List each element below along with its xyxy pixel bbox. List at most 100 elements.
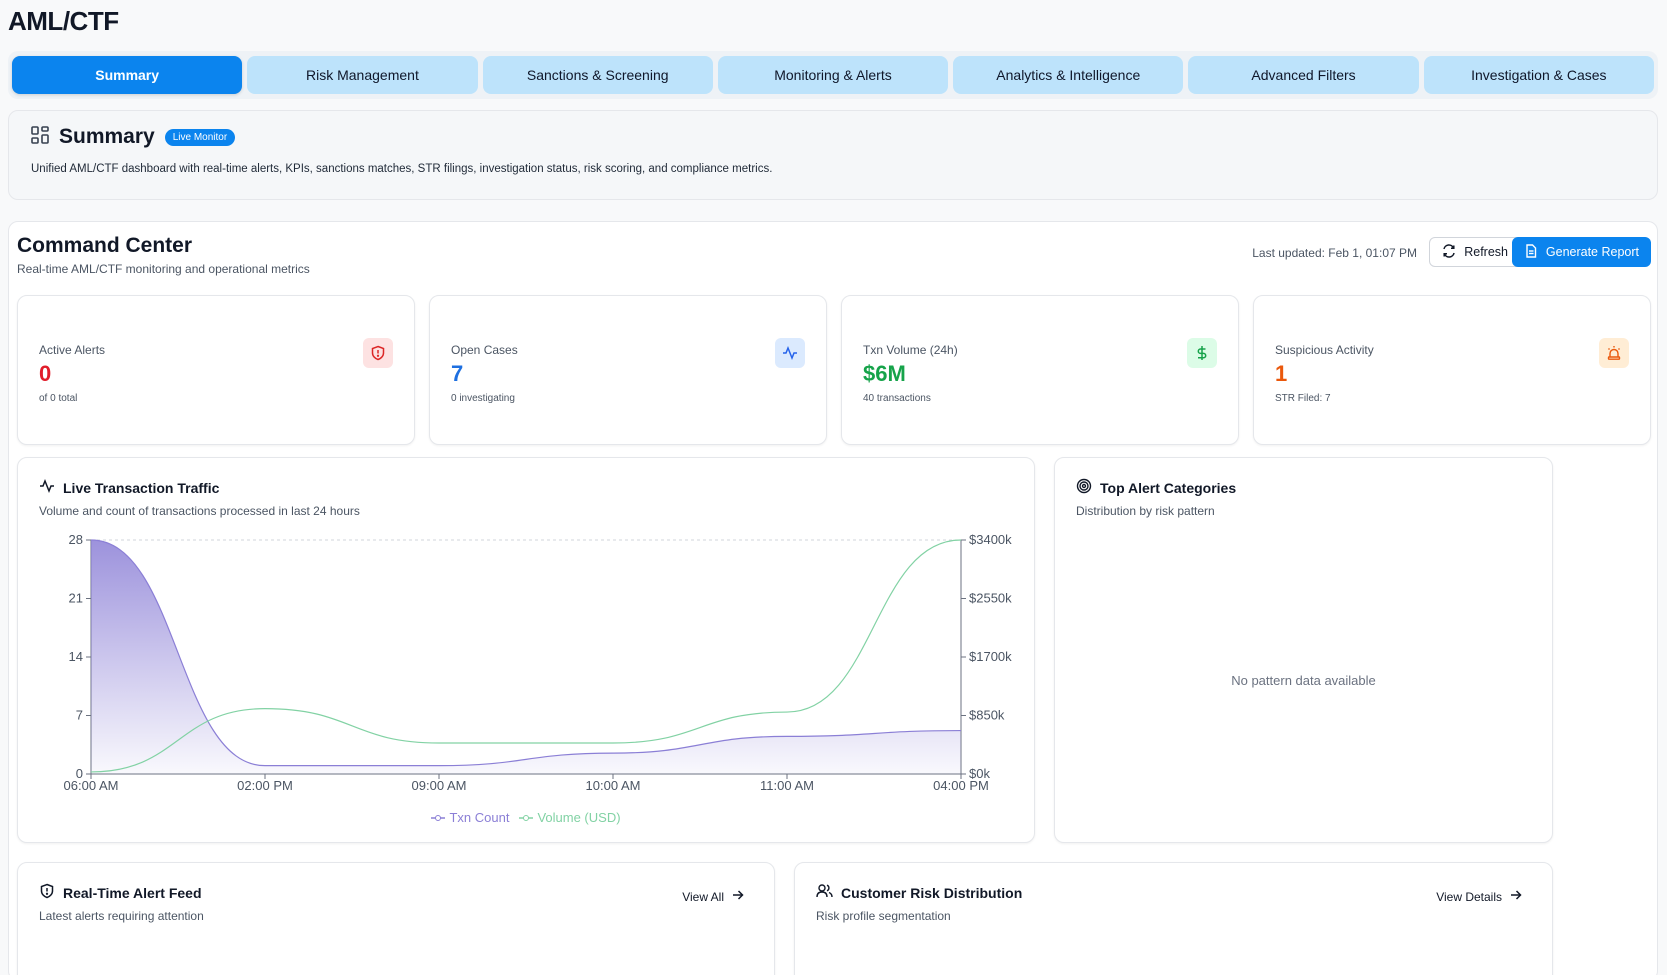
users-icon [816, 883, 833, 902]
kpi-label: Suspicious Activity [1275, 343, 1374, 357]
traffic-title-text: Live Transaction Traffic [63, 479, 220, 496]
chart-legend: Txn Count Volume (USD) [18, 810, 1034, 825]
txn-count-line [90, 539, 962, 767]
summary-description: Unified AML/CTF dashboard with real-time… [31, 163, 773, 175]
tab-investigation-cases[interactable]: Investigation & Cases [1423, 56, 1654, 94]
x-tick-label: 11:00 AM [760, 778, 814, 793]
arrow-right-icon [1510, 889, 1522, 904]
generate-report-label: Generate Report [1545, 245, 1639, 259]
feed-subtitle: Latest alerts requiring attention [39, 909, 204, 923]
x-tick-label: 09:00 AM [412, 778, 467, 793]
main-tabs: Summary Risk Management Sanctions & Scre… [8, 51, 1658, 99]
arrow-right-icon [732, 889, 744, 904]
summary-card: Summary Live Monitor Unified AML/CTF das… [8, 110, 1658, 200]
refresh-button[interactable]: Refresh [1429, 237, 1521, 267]
y-right-tick-label: $850k [969, 708, 1005, 723]
tab-analytics-intelligence[interactable]: Analytics & Intelligence [953, 56, 1184, 94]
live-monitor-badge: Live Monitor [164, 128, 236, 146]
legend-volume-label: Volume (USD) [537, 810, 621, 825]
customer-risk-distribution-panel: Customer Risk Distribution Risk profile … [794, 862, 1553, 975]
kpi-label: Open Cases [451, 343, 518, 357]
dollar-icon [1187, 338, 1217, 368]
kpi-sub: STR Filed: 7 [1275, 393, 1331, 404]
kpi-sub: 40 transactions [863, 393, 931, 404]
kpi-suspicious-activity[interactable]: Suspicious Activity 1 STR Filed: 7 [1253, 295, 1651, 445]
tab-summary[interactable]: Summary [12, 56, 243, 94]
legend-count-label: Txn Count [449, 810, 510, 825]
tab-sanctions-screening[interactable]: Sanctions & Screening [482, 56, 713, 94]
feed-title-text: Real-Time Alert Feed [63, 884, 202, 901]
view-all-link[interactable]: View All [682, 889, 744, 904]
kpi-active-alerts[interactable]: Active Alerts 0 of 0 total [17, 295, 415, 445]
x-tick-label: 02:00 PM [237, 778, 293, 793]
x-tick-label: 04:00 PM [933, 778, 989, 793]
legend-count-swatch-icon [431, 814, 446, 821]
y-left-tick-label: 0 [76, 766, 83, 781]
app-title: AML/CTF [8, 6, 119, 36]
volume-usd-line [90, 539, 962, 773]
kpi-label: Txn Volume (24h) [863, 343, 958, 357]
document-icon [1524, 243, 1538, 261]
risk-title: Customer Risk Distribution [816, 883, 1022, 902]
top-alert-categories-panel: Top Alert Categories Distribution by ris… [1054, 457, 1553, 843]
view-details-link[interactable]: View Details [1436, 889, 1522, 904]
kpi-open-cases[interactable]: Open Cases 7 0 investigating [429, 295, 827, 445]
y-left-tick-label: 14 [69, 649, 83, 664]
refresh-label: Refresh [1464, 245, 1508, 259]
x-tick-label: 10:00 AM [586, 778, 641, 793]
categories-empty-state: No pattern data available [1231, 673, 1376, 688]
kpi-label: Active Alerts [39, 343, 106, 357]
risk-subtitle: Risk profile segmentation [816, 909, 951, 923]
real-time-alert-feed-panel: Real-Time Alert Feed Latest alerts requi… [17, 862, 775, 975]
traffic-subtitle: Volume and count of transactions process… [39, 504, 360, 518]
kpi-value: 1 [1275, 361, 1288, 386]
kpi-value: 0 [39, 361, 52, 386]
y-left-tick-label: 21 [69, 591, 83, 606]
legend-item-count[interactable]: Txn Count [431, 810, 509, 825]
activity-icon [775, 338, 805, 368]
traffic-title: Live Transaction Traffic [39, 478, 219, 497]
kpi-txn-volume[interactable]: Txn Volume (24h) $6M 40 transactions [841, 295, 1239, 445]
feed-title: Real-Time Alert Feed [39, 883, 202, 902]
command-center-subtitle: Real-time AML/CTF monitoring and operati… [17, 262, 310, 276]
categories-title-text: Top Alert Categories [1100, 479, 1237, 496]
kpi-value: 7 [451, 361, 464, 386]
legend-volume-swatch-icon [519, 814, 534, 821]
summary-title: Summary [59, 125, 155, 148]
live-transaction-traffic-panel: Live Transaction Traffic Volume and coun… [17, 457, 1035, 843]
tab-monitoring-alerts[interactable]: Monitoring & Alerts [717, 56, 949, 94]
refresh-icon [1442, 243, 1456, 261]
tab-advanced-filters[interactable]: Advanced Filters [1188, 56, 1419, 94]
txn-count-area [91, 540, 961, 774]
y-right-tick-label: $2550k [969, 591, 1012, 606]
categories-title: Top Alert Categories [1076, 478, 1236, 497]
kpi-value: $6M [863, 361, 906, 386]
activity-icon [39, 478, 55, 497]
legend-item-volume[interactable]: Volume (USD) [519, 810, 621, 825]
siren-icon [1599, 338, 1629, 368]
risk-title-text: Customer Risk Distribution [841, 884, 1023, 901]
y-left-tick-label: 7 [76, 708, 83, 723]
kpi-row: Active Alerts 0 of 0 total Open Cases 7 … [17, 295, 1651, 445]
y-right-tick-label: $0k [969, 766, 990, 781]
summary-header: Summary Live Monitor [31, 125, 236, 149]
kpi-sub: of 0 total [39, 393, 78, 404]
dashboard-grid-icon [31, 125, 49, 149]
y-right-tick-label: $1700k [969, 649, 1012, 664]
y-left-tick-label: 28 [69, 532, 83, 547]
shield-alert-icon [39, 883, 55, 902]
view-details-label: View Details [1436, 889, 1502, 904]
kpi-sub: 0 investigating [451, 393, 515, 404]
traffic-chart: 0 7 14 21 28 $0k $850k $1700k $2550k $3400k 06:00 … [64, 532, 1013, 793]
categories-subtitle: Distribution by risk pattern [1076, 504, 1215, 518]
command-center-card: Command Center Real-time AML/CTF monitor… [8, 221, 1658, 975]
target-icon [1076, 478, 1092, 497]
x-tick-label: 06:00 AM [64, 778, 119, 793]
tab-risk-management[interactable]: Risk Management [247, 56, 478, 94]
y-right-tick-label: $3400k [969, 532, 1012, 547]
shield-alert-icon [363, 338, 393, 368]
view-all-label: View All [682, 889, 724, 904]
command-center-title: Command Center [17, 234, 193, 257]
generate-report-button[interactable]: Generate Report [1511, 237, 1651, 267]
last-updated-text: Last updated: Feb 1, 01:07 PM [1252, 246, 1417, 260]
